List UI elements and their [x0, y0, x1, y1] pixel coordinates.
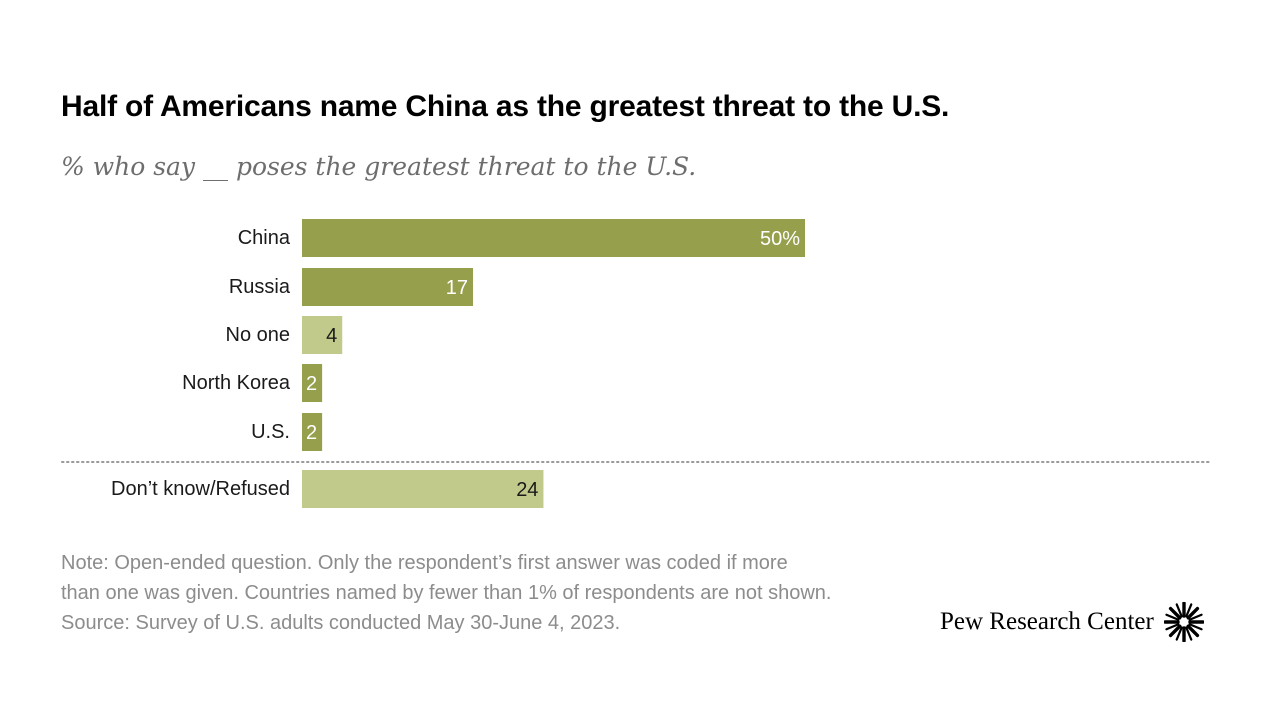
- category-label-russia: Russia: [229, 276, 291, 298]
- category-label-north-korea: North Korea: [182, 372, 291, 394]
- value-label-u-s: 2: [306, 422, 317, 444]
- bar-russia: [302, 268, 474, 306]
- source-line: Source: Survey of U.S. adults conducted …: [61, 612, 621, 634]
- category-label-u-s: U.S.: [251, 421, 290, 443]
- logo-text: Pew Research Center: [940, 608, 1154, 635]
- category-label-no-one: No one: [226, 324, 291, 346]
- bar-u-s: [302, 413, 323, 451]
- note-line-2: than one was given. Countries named by f…: [61, 582, 832, 604]
- chart-title: Half of Americans name China as the grea…: [61, 90, 950, 123]
- pew-logo: Pew Research Center: [940, 602, 1204, 642]
- value-label-don-t-know-refused: 24: [516, 479, 538, 501]
- chart-subtitle: % who say __ poses the greatest threat t…: [61, 152, 697, 181]
- value-label-no-one: 4: [326, 325, 337, 347]
- category-label-china: China: [238, 227, 291, 249]
- category-label-don-t-know-refused: Don’t know/Refused: [111, 478, 290, 500]
- bar-china: [302, 219, 805, 257]
- note-line-1: Note: Open-ended question. Only the resp…: [61, 552, 788, 574]
- chart-note: Note: Open-ended question. Only the resp…: [61, 548, 831, 638]
- value-label-russia: 17: [446, 277, 468, 299]
- bar-don-t-know-refused: [302, 470, 544, 508]
- bar-no-one: [302, 316, 343, 354]
- pew-sunburst-logo-icon: [1163, 602, 1204, 642]
- value-label-china: 50%: [760, 228, 800, 250]
- value-label-north-korea: 2: [306, 373, 317, 395]
- bar-north-korea: [302, 364, 323, 402]
